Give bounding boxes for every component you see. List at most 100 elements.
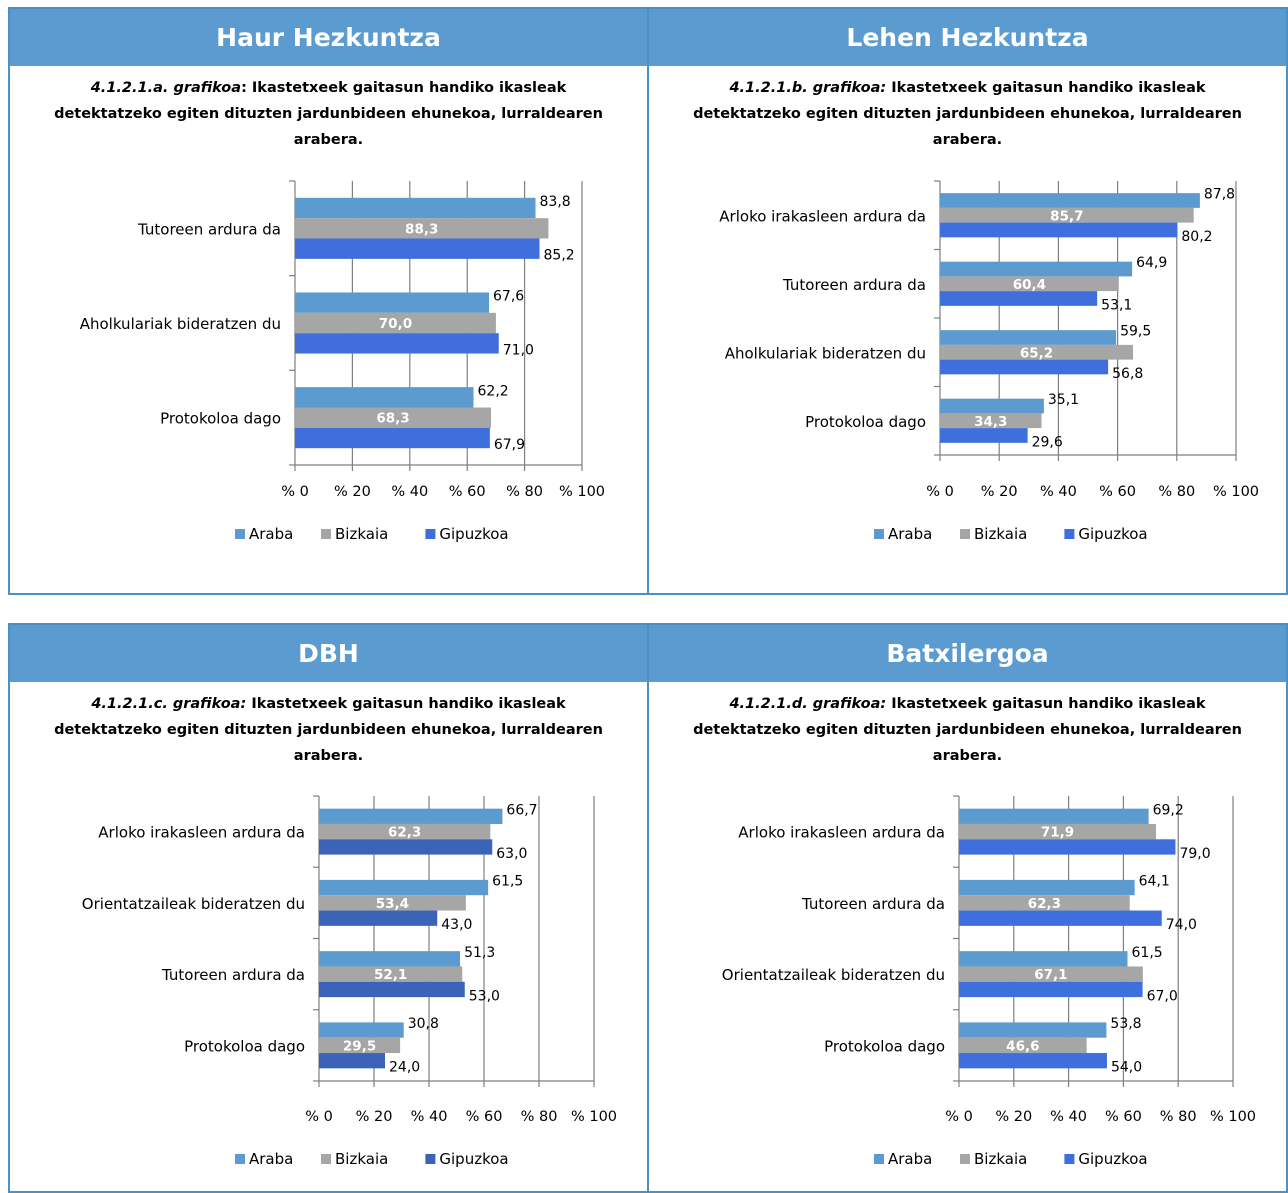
data-label: 59,5 xyxy=(1120,324,1151,340)
data-label: 51,3 xyxy=(464,945,495,961)
bar-araba xyxy=(319,879,489,896)
bar-araba xyxy=(940,193,1200,208)
bar-araba xyxy=(295,387,474,408)
x-tick-label: % 100 xyxy=(571,1109,617,1125)
bar-bizkaia xyxy=(940,276,1119,292)
category-label: Arloko irakasleen ardura da xyxy=(738,824,945,842)
bar-gipuzkoa xyxy=(959,839,1176,855)
bar-araba xyxy=(959,951,1128,967)
bar-gipuzkoa xyxy=(959,981,1143,998)
bar-araba xyxy=(959,1022,1107,1038)
data-label: 87,8 xyxy=(1204,187,1235,203)
bar-gipuzkoa xyxy=(959,1053,1107,1069)
chart-ref: 4.1.2.1.d. grafikoa: xyxy=(729,696,887,712)
data-label: 69,2 xyxy=(1153,802,1184,818)
x-tick-label: % 20 xyxy=(981,484,1018,500)
x-tick-label: % 100 xyxy=(1213,484,1259,500)
x-tick-label: % 40 xyxy=(411,1109,448,1125)
data-label: 60,4 xyxy=(1013,277,1046,293)
bar-bizkaia xyxy=(319,823,491,840)
data-label: 43,0 xyxy=(441,917,472,933)
bar-gipuzkoa xyxy=(959,910,1162,926)
category-label: Protokoloa dago xyxy=(184,1037,305,1055)
category-label: Aholkulariak bideratzen du xyxy=(725,344,926,362)
bar-gipuzkoa xyxy=(940,428,1028,443)
x-tick-label: % 20 xyxy=(334,484,371,500)
bar-araba xyxy=(319,808,503,824)
legend-label: Araba xyxy=(249,525,293,543)
x-tick-label: % 0 xyxy=(926,484,954,500)
data-label: 67,6 xyxy=(493,289,524,305)
x-tick-label: % 40 xyxy=(391,484,428,500)
bar-gipuzkoa xyxy=(940,359,1109,375)
bar-araba xyxy=(319,1022,404,1038)
x-tick-label: % 60 xyxy=(1105,1109,1142,1125)
chart-title: : Ikastetxeek gaitasun handiko ikasleak … xyxy=(54,80,603,148)
x-tick-label: % 0 xyxy=(945,1109,973,1125)
data-label: 88,3 xyxy=(405,221,438,237)
bar-araba xyxy=(940,398,1044,414)
bar-bizkaia xyxy=(959,895,1130,911)
data-label: 71,9 xyxy=(1041,825,1074,841)
bar-araba xyxy=(295,292,490,313)
bar-araba xyxy=(959,879,1135,896)
legend-swatch-bizkaia xyxy=(960,529,970,539)
bar-bizkaia xyxy=(959,823,1157,840)
x-tick-label: % 100 xyxy=(1210,1109,1256,1125)
bar-bizkaia xyxy=(959,966,1143,982)
chart-title: Ikastetxeek gaitasun handiko ikasleak de… xyxy=(693,696,1242,764)
legend-label: Gipuzkoa xyxy=(439,525,508,543)
data-label: 61,5 xyxy=(1132,945,1163,961)
x-tick-label: % 0 xyxy=(305,1109,333,1125)
data-label: 46,6 xyxy=(1006,1038,1039,1054)
category-label: Protokoloa dago xyxy=(824,1037,945,1055)
data-label: 85,7 xyxy=(1050,208,1083,224)
bar-gipuzkoa xyxy=(319,981,465,998)
x-tick-label: % 80 xyxy=(506,484,543,500)
panel-lehen-hezkuntza: Lehen Hezkuntza 4.1.2.1.b. grafikoa: Ika… xyxy=(647,7,1288,595)
bar-gipuzkoa xyxy=(295,333,499,354)
x-tick-label: % 20 xyxy=(356,1109,393,1125)
bar-chart-batxilergoa: % 0 % 20 % 40 % 60 % 80 % 100 Arloko irakaslee… xyxy=(722,795,1256,1168)
legend-label: Bizkaia xyxy=(335,525,388,543)
bar-bizkaia xyxy=(295,407,492,428)
chart-ref: 4.1.2.1.a. grafikoa xyxy=(90,80,242,96)
bar-gipuzkoa xyxy=(319,839,493,855)
bar-bizkaia xyxy=(940,344,1133,360)
x-tick-label: % 40 xyxy=(1050,1109,1087,1125)
panel-haur-hezkuntza: Haur Hezkuntza 4.1.2.1.a. grafikoa: Ikas… xyxy=(8,7,649,595)
data-label: 85,2 xyxy=(544,248,575,264)
bar-bizkaia xyxy=(940,207,1194,223)
x-tick-label: % 60 xyxy=(466,1109,503,1125)
bar-araba xyxy=(959,808,1149,824)
data-label: 80,2 xyxy=(1181,229,1212,245)
category-label: Aholkulariak bideratzen du xyxy=(80,315,281,333)
data-label: 64,1 xyxy=(1139,874,1170,890)
legend-label: Bizkaia xyxy=(335,1150,388,1168)
data-label: 34,3 xyxy=(974,414,1007,430)
data-label: 29,5 xyxy=(343,1038,376,1054)
data-label: 52,1 xyxy=(374,967,407,983)
panel-header: Batxilergoa xyxy=(649,625,1286,682)
data-label: 67,1 xyxy=(1034,967,1067,983)
bar-chart-dbh: % 0 % 20 % 40 % 60 % 80 % 100 Arloko irakaslee… xyxy=(82,795,617,1168)
bar-bizkaia xyxy=(940,413,1042,429)
chart-title: Ikastetxeek gaitasun handiko ikasleak de… xyxy=(693,80,1242,148)
legend-label: Gipuzkoa xyxy=(1078,1150,1147,1168)
category-label: Tutoreen ardura da xyxy=(782,276,926,294)
data-label: 61,5 xyxy=(492,874,523,890)
bar-gipuzkoa xyxy=(295,427,490,449)
x-tick-label: % 0 xyxy=(281,484,309,500)
data-label: 63,0 xyxy=(496,846,527,862)
data-label: 30,8 xyxy=(408,1016,439,1032)
legend-swatch-araba xyxy=(235,529,245,539)
legend-swatch-gipuzkoa xyxy=(1064,529,1075,539)
bar-gipuzkoa xyxy=(319,910,438,926)
data-label: 74,0 xyxy=(1166,917,1197,933)
x-tick-label: % 100 xyxy=(559,484,605,500)
data-label: 53,1 xyxy=(1101,297,1132,313)
category-label: Orientatzaileak bideratzen du xyxy=(82,895,305,913)
data-label: 67,0 xyxy=(1147,988,1178,1004)
bar-bizkaia xyxy=(319,895,466,911)
legend-swatch-gipuzkoa xyxy=(1064,1154,1075,1164)
